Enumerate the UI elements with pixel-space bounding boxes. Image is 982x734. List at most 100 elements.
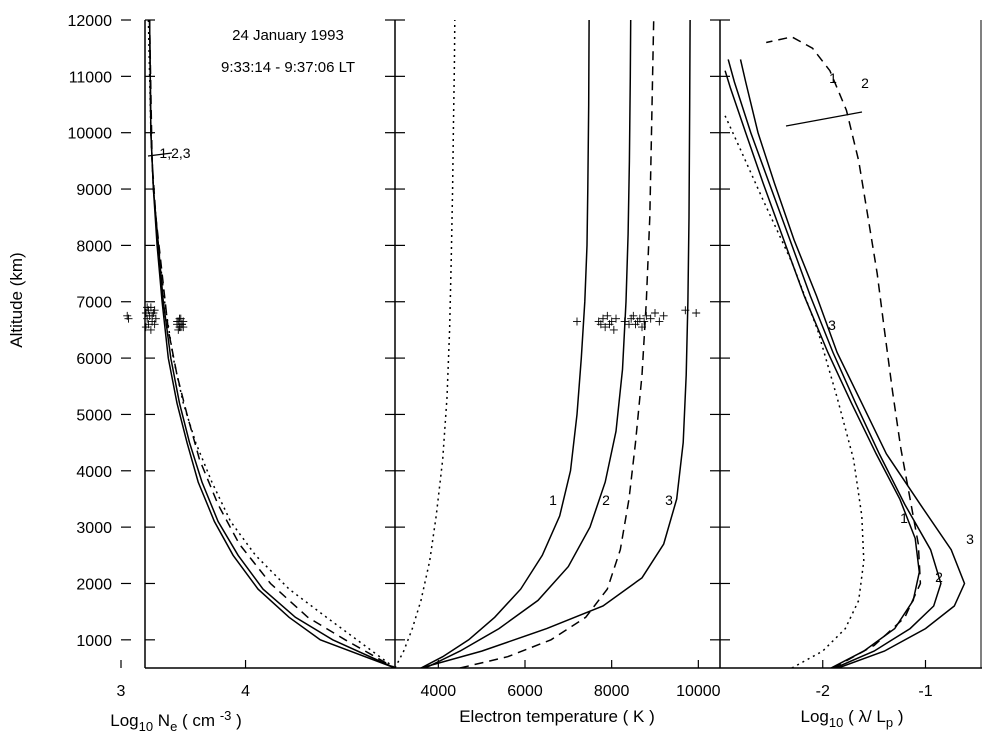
- xlabel-part: p: [886, 715, 893, 730]
- observation-marker: [599, 314, 607, 323]
- curve-label: 3: [665, 492, 673, 508]
- series-group: [395, 20, 691, 668]
- series-line: [420, 20, 691, 668]
- observation-marker: [635, 314, 644, 323]
- observation-marker: [596, 320, 605, 329]
- xlabel-part: Log: [801, 707, 829, 726]
- curve-label-leader: [785, 111, 863, 127]
- y-axis: 1000 2000 3000 4000 5000 6000 7000 8000 9000 1000…: [7, 13, 112, 650]
- series-line: [148, 20, 395, 668]
- observation-marker: [173, 317, 182, 326]
- observation-marker: [573, 317, 581, 326]
- y-tick-label: 2000: [76, 576, 112, 593]
- series-line: [148, 20, 395, 668]
- y-tick-label: 6000: [76, 351, 112, 368]
- curve-label: 1: [549, 492, 557, 508]
- observation-marker: [646, 314, 655, 323]
- observation-marker: [642, 311, 651, 320]
- observation-marker: [620, 317, 629, 326]
- xlabel-part: 10: [829, 715, 843, 730]
- y-tick-label: 4000: [76, 464, 112, 481]
- y-ticks: 1000 2000 3000 4000 5000 6000 7000 8000 9000 1000…: [68, 13, 113, 650]
- xlabel-part: 10: [139, 719, 153, 734]
- curve-label: 3: [966, 531, 974, 547]
- series-line: [766, 36, 922, 668]
- y-tick-label: 9000: [76, 182, 112, 199]
- series-line: [724, 115, 865, 668]
- date-annotation: 24 January 1993 9:33:14 - 9:37:06 LT: [221, 27, 355, 76]
- lambda-panel: -2 -1 1 2 3 1 2 3: [719, 19, 982, 700]
- observation-marker: [638, 323, 646, 332]
- xlabel-part: ): [231, 711, 241, 730]
- observation-marker: [681, 306, 690, 315]
- lambda-x-label: Log10 ( λ/ Lp ): [801, 707, 904, 730]
- xlabel-part: -3: [220, 708, 232, 723]
- curve-label: 1: [829, 70, 837, 86]
- time-label: 9:33:14 - 9:37:06 LT: [221, 59, 355, 76]
- observation-marker: [146, 325, 155, 334]
- y-tick-label: 8000: [76, 238, 112, 255]
- xlabel-part: ): [893, 707, 903, 726]
- y-tick-label: 5000: [76, 407, 112, 424]
- observation-marker: [609, 325, 618, 334]
- observation-marker: [655, 317, 664, 326]
- observation-marker: [148, 311, 157, 320]
- observation-marker: [659, 311, 668, 320]
- x-tick-label: 8000: [594, 683, 630, 700]
- xlabel-part: Log: [110, 711, 138, 730]
- curve-label-leader: [147, 152, 173, 157]
- y-tick-label: 10000: [68, 126, 113, 143]
- observation-marker: [601, 323, 610, 332]
- series-line: [459, 20, 655, 668]
- x-tick-label: -2: [816, 683, 830, 700]
- y-tick-label: 7000: [76, 295, 112, 312]
- temperature-x-label: Electron temperature ( K ): [459, 707, 655, 726]
- x-tick-label: 4000: [421, 683, 457, 700]
- curve-label: 2: [861, 75, 869, 91]
- xlabel-part: N: [153, 711, 170, 730]
- curve-label: 2: [935, 569, 943, 585]
- xlabel-part: e: [170, 719, 177, 734]
- series-line: [739, 59, 966, 668]
- y-axis-label: Altitude (km): [7, 252, 26, 347]
- x-tick-label: -1: [918, 683, 932, 700]
- y-tick-label: 12000: [68, 13, 113, 30]
- density-panel: 3 4 1,2,3: [117, 19, 395, 700]
- temperature-panel: 4000 6000 8000 10000 1 2 3: [394, 19, 721, 700]
- date-label: 24 January 1993: [232, 27, 344, 44]
- observation-marker: [629, 311, 638, 320]
- series-line: [727, 59, 942, 668]
- series-line: [147, 20, 395, 668]
- observation-marker: [179, 323, 188, 332]
- curve-label: 1: [900, 510, 908, 526]
- curve-label: 1,2,3: [159, 145, 190, 161]
- observation-marker: [651, 309, 659, 318]
- series-group: [147, 20, 395, 668]
- observation-marker: [692, 309, 701, 318]
- x-tick-label: 6000: [507, 683, 543, 700]
- xlabel-part: ( λ/ L: [843, 707, 886, 726]
- series-line: [148, 20, 395, 668]
- series-line: [395, 20, 456, 668]
- xlabel-part: ( cm: [177, 711, 220, 730]
- series-line: [420, 20, 590, 668]
- x-tick-label: 4: [241, 683, 250, 700]
- y-tick-label: 1000: [76, 633, 112, 650]
- observation-marker: [612, 314, 620, 323]
- x-tick-label: 3: [117, 683, 126, 700]
- density-x-label: Log10 Ne ( cm -3 ): [110, 708, 242, 734]
- series-line: [724, 70, 921, 668]
- y-tick-label: 11000: [69, 69, 112, 86]
- series-line: [424, 20, 632, 668]
- observation-marker: [143, 303, 152, 312]
- x-tick-label: 10000: [676, 683, 721, 700]
- curve-label: 2: [602, 492, 610, 508]
- series-group: [724, 36, 966, 668]
- observation-marker: [124, 314, 133, 323]
- observation-marker: [607, 317, 616, 326]
- y-tick-label: 3000: [76, 520, 112, 537]
- observation-marker: [144, 320, 153, 329]
- observation-marker: [603, 311, 612, 320]
- observation-marker: [150, 306, 159, 315]
